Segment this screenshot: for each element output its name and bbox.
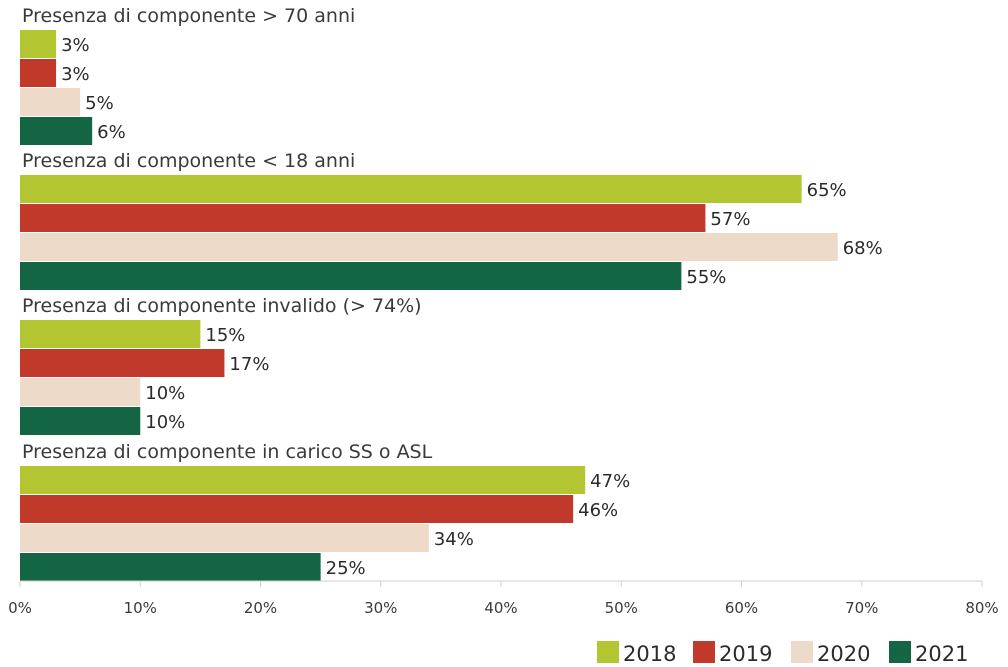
x-tick-label: 60% bbox=[725, 599, 758, 617]
x-tick-label: 20% bbox=[244, 599, 277, 617]
data-label: 55% bbox=[686, 267, 726, 288]
bar-2018 bbox=[20, 30, 57, 58]
legend-swatch-2018 bbox=[597, 641, 619, 663]
data-label: 17% bbox=[229, 354, 269, 375]
x-tick-label: 80% bbox=[965, 599, 998, 617]
data-label: 5% bbox=[85, 93, 114, 114]
bar-2018 bbox=[20, 466, 586, 494]
data-label: 3% bbox=[61, 35, 90, 56]
legend-label: 2018 bbox=[623, 642, 676, 666]
data-label: 65% bbox=[807, 180, 847, 201]
bar-2019 bbox=[20, 495, 574, 523]
category-title: Presenza di componente < 18 anni bbox=[22, 150, 355, 172]
data-label: 25% bbox=[326, 558, 366, 579]
legend-swatch-2020 bbox=[791, 641, 813, 663]
legend-swatch-2019 bbox=[693, 641, 715, 663]
x-tick-label: 50% bbox=[605, 599, 638, 617]
legend-swatch-2021 bbox=[889, 641, 911, 663]
data-label: 6% bbox=[97, 122, 126, 143]
x-tick-label: 30% bbox=[364, 599, 397, 617]
category-title: Presenza di componente invalido (> 74%) bbox=[22, 295, 422, 317]
x-tick-label: 40% bbox=[484, 599, 517, 617]
bar-2018 bbox=[20, 320, 201, 348]
bar-2019 bbox=[20, 349, 225, 377]
x-tick-label: 70% bbox=[845, 599, 878, 617]
data-label: 57% bbox=[710, 209, 750, 230]
bar-2021 bbox=[20, 117, 93, 145]
x-tick-label: 0% bbox=[8, 599, 32, 617]
legend-label: 2020 bbox=[817, 642, 870, 666]
bar-2020 bbox=[20, 88, 81, 116]
legend-label: 2021 bbox=[915, 642, 968, 666]
bar-2021 bbox=[20, 262, 682, 290]
legend-label: 2019 bbox=[719, 642, 772, 666]
bar-2018 bbox=[20, 175, 802, 203]
data-label: 68% bbox=[843, 238, 883, 259]
category-title: Presenza di componente > 70 anni bbox=[22, 5, 355, 27]
bar-2020 bbox=[20, 378, 141, 406]
x-tick-label: 10% bbox=[124, 599, 157, 617]
data-label: 10% bbox=[145, 412, 185, 433]
data-label: 3% bbox=[61, 64, 90, 85]
data-label: 46% bbox=[578, 500, 618, 521]
bar-2019 bbox=[20, 59, 57, 87]
bar-2021 bbox=[20, 407, 141, 435]
bar-2020 bbox=[20, 233, 838, 261]
bar-2020 bbox=[20, 524, 429, 552]
data-label: 10% bbox=[145, 383, 185, 404]
bar-2021 bbox=[20, 553, 321, 581]
category-title: Presenza di componente in carico SS o AS… bbox=[22, 441, 433, 463]
data-label: 47% bbox=[590, 471, 630, 492]
data-label: 15% bbox=[205, 325, 245, 346]
data-label: 34% bbox=[434, 529, 474, 550]
bar-2019 bbox=[20, 204, 706, 232]
